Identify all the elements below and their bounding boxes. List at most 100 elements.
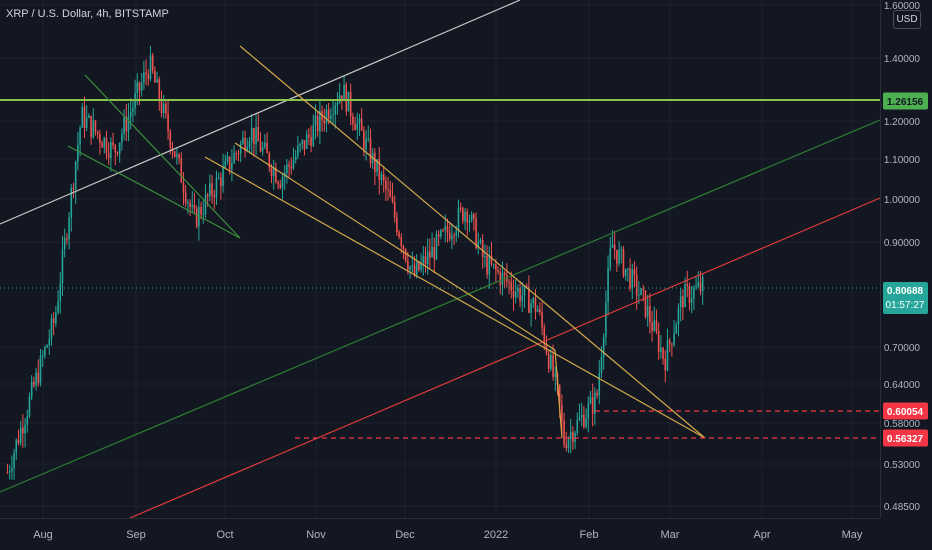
candle-body	[695, 286, 697, 289]
candle-body	[624, 268, 627, 276]
candle-body	[121, 134, 123, 143]
candle-body	[202, 214, 205, 216]
candle-body	[105, 137, 108, 154]
candle-body	[360, 118, 363, 131]
candle-body	[607, 267, 609, 303]
candle-body	[512, 290, 515, 298]
price-label-countdown: 01:57:27	[886, 300, 925, 311]
candle-body	[198, 206, 200, 227]
candle-body	[158, 79, 161, 102]
candle-body	[99, 134, 101, 143]
candle-body	[484, 255, 486, 258]
candle-body	[354, 124, 356, 130]
candle-body	[378, 159, 381, 181]
candle-body	[638, 295, 640, 297]
candle-body	[154, 70, 156, 83]
candle-body	[301, 140, 304, 144]
candle-body	[567, 439, 570, 449]
candle-body	[596, 392, 598, 396]
candle-body	[325, 109, 328, 124]
candle-body	[468, 220, 471, 223]
candle-body	[413, 265, 416, 275]
candle-body	[228, 156, 231, 170]
currency-button[interactable]: USD	[893, 10, 921, 29]
price-tick-label: 0.58000	[884, 419, 921, 430]
candle-body	[74, 161, 77, 190]
candle-body	[143, 72, 145, 83]
candle-body	[589, 397, 592, 404]
candle-body	[224, 160, 227, 168]
candle-body	[145, 72, 147, 75]
candle-body	[294, 156, 297, 161]
yellow-trend-line	[234, 142, 556, 351]
candle-body	[541, 311, 543, 328]
candle-body	[70, 187, 73, 218]
candle-body	[651, 322, 653, 331]
candle-body	[272, 167, 275, 176]
price-labels: 1.26156 0.80688 01:57:27 0.60054 0.56327	[883, 92, 928, 447]
candle-body	[259, 141, 262, 152]
candle-body	[488, 255, 491, 275]
symbol-title[interactable]: XRP / U.S. Dollar, 4h, BITSTAMP	[6, 8, 169, 20]
candle-body	[470, 214, 473, 221]
candle-body	[479, 240, 482, 242]
candle-body	[220, 177, 222, 187]
candle-body	[187, 202, 189, 204]
candle-body	[380, 174, 383, 181]
price-label-value: 0.56327	[887, 434, 924, 445]
candle-body	[435, 234, 438, 260]
candle-body	[319, 111, 321, 132]
time-axis[interactable]: Aug Sep Oct Nov Dec 2022 Feb Mar Apr May	[0, 518, 932, 550]
candle-body	[490, 255, 493, 264]
candle-body	[609, 247, 612, 268]
candle-body	[457, 207, 460, 231]
candle-body	[426, 251, 429, 265]
candle-body	[453, 235, 455, 237]
candle-body	[473, 214, 475, 219]
candle-body	[644, 290, 647, 317]
candle-body	[83, 106, 86, 128]
candle-body	[613, 244, 616, 250]
candle-body	[587, 403, 590, 419]
candle-body	[66, 237, 68, 240]
price-tick-label: 1.20000	[884, 117, 921, 128]
candle-body	[431, 246, 433, 258]
candle-body	[15, 439, 18, 453]
candle-body	[477, 241, 480, 248]
candle-body	[217, 177, 220, 179]
candle-body	[673, 333, 675, 345]
candle-body	[521, 295, 524, 302]
candle-body	[114, 145, 117, 153]
candle-body	[162, 103, 165, 113]
candle-body	[602, 337, 605, 358]
candle-body	[189, 202, 191, 207]
candle-body	[677, 307, 680, 325]
candle-body	[30, 381, 33, 397]
candle-body	[52, 318, 55, 323]
price-axis-background	[881, 0, 932, 550]
candle-body	[446, 226, 449, 233]
candle-body	[492, 263, 495, 265]
time-tick-label: Sep	[126, 529, 146, 541]
candle-body	[41, 355, 44, 357]
candle-body	[642, 288, 645, 291]
time-tick-label: Mar	[661, 529, 680, 541]
price-axis[interactable]: 1.60000 1.40000 1.20000 1.10000 1.00000 0.900…	[880, 0, 932, 550]
trend-drawings[interactable]	[0, 0, 881, 519]
candle-body	[222, 167, 224, 187]
candle-body	[523, 286, 526, 296]
candle-body	[206, 194, 209, 197]
candle-body	[255, 127, 257, 145]
candle-body	[418, 261, 420, 270]
candle-body	[17, 439, 20, 444]
candle-body	[147, 74, 150, 80]
candle-body	[237, 153, 240, 155]
price-tick-label: 1.40000	[884, 54, 921, 65]
candle-body	[387, 189, 389, 191]
price-label-badge	[883, 429, 928, 447]
candle-body	[459, 207, 462, 209]
candle-body	[400, 237, 403, 247]
candle-body	[481, 240, 484, 258]
candle-body	[281, 177, 284, 188]
